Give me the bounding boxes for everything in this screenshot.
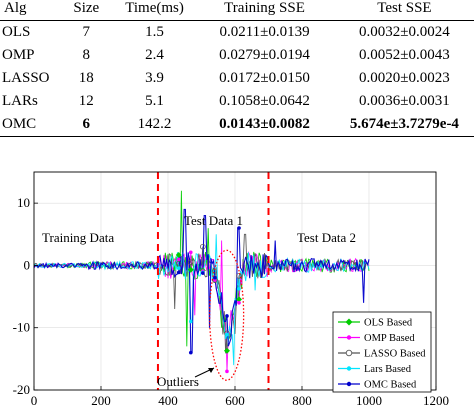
x-tick-label: 1200: [423, 393, 449, 408]
cell-time: 142.2: [137, 116, 172, 132]
legend-item-ols: OLS Based: [338, 318, 413, 329]
annotation-outliers: Outliers: [157, 374, 199, 389]
cell-training-sse: 0.0211±0.0139: [219, 24, 310, 40]
series-marker: [213, 275, 217, 280]
chart-markers: [175, 226, 243, 374]
outlier-ellipse: [208, 249, 245, 381]
header-test-sse: Test SSE: [377, 0, 432, 16]
series-marker: [225, 314, 229, 318]
cell-alg: LASSO: [2, 70, 50, 86]
legend-marker: [345, 318, 353, 326]
series-marker: [188, 250, 193, 255]
legend-marker: [346, 366, 352, 371]
table-row: OMP 8 2.4 0.0279±0.0194 0.0052±0.0043: [0, 44, 474, 67]
series-marker: [176, 257, 181, 262]
series-marker: [236, 273, 242, 279]
cell-size: 8: [82, 47, 91, 63]
series-marker: [237, 286, 241, 291]
y-tick-label: -10: [13, 320, 30, 335]
series-marker: [175, 260, 182, 267]
annotation-test-data-2: Test Data 2: [297, 230, 356, 245]
cell-training-sse: 0.0143±0.0082: [219, 116, 310, 132]
series-marker: [175, 252, 182, 259]
cell-time: 5.1: [145, 93, 164, 109]
x-tick-label: 200: [91, 393, 111, 408]
cell-size: 18: [78, 70, 94, 86]
legend-label-omc: OMC Based: [364, 380, 417, 391]
series-marker: [187, 259, 194, 266]
y-tick-label: 10: [17, 195, 30, 210]
cell-test-sse: 0.0052±0.0043: [359, 47, 450, 63]
legend-label-lars: Lars Based: [364, 364, 412, 375]
cell-alg: LARs: [2, 93, 38, 109]
x-tick-label: 600: [225, 393, 245, 408]
y-tick-label: 0: [24, 257, 31, 272]
x-tick-label: 1000: [356, 393, 382, 408]
legend-marker: [345, 349, 353, 357]
header-size: Size: [73, 0, 100, 16]
series-marker: [237, 226, 241, 230]
chart-dividers: [156, 172, 270, 390]
series-marker: [237, 301, 241, 305]
annotation-training-data: Training Data: [42, 230, 114, 245]
chart-legend: OLS Based OMP Based LASSO Based Lars Bas…: [332, 311, 432, 393]
series-marker: [225, 369, 229, 374]
cell-size: 7: [82, 24, 91, 40]
chart-axes: 0 200 400 600 800 1000 1200 -20 -10 0 10: [13, 171, 449, 408]
legend-item-lasso: LASSO Based: [338, 349, 426, 360]
series-marker: [223, 347, 230, 354]
x-tick-label: 0: [31, 393, 38, 408]
series-marker: [176, 270, 181, 275]
legend-label-ols: OLS Based: [364, 318, 413, 329]
header-alg: Alg: [4, 0, 27, 16]
series-marker: [188, 350, 193, 355]
results-table-section: Alg Size Time(ms) Training SSE Test SSE …: [0, 0, 474, 145]
legend-item-omc: OMC Based: [338, 380, 417, 391]
y-tick-label: -20: [13, 382, 30, 397]
legend-label-lasso: LASSO Based: [364, 349, 426, 360]
series-marker: [225, 332, 229, 337]
x-tick-label: 400: [158, 393, 178, 408]
header-training-sse: Training SSE: [224, 0, 305, 16]
series-marker: [200, 243, 206, 250]
table-row: LARs 12 5.1 0.1058±0.0642 0.0036±0.0031: [0, 90, 474, 113]
series-marker: [176, 266, 181, 270]
cell-alg: OMC: [2, 116, 37, 132]
legend-marker: [346, 381, 352, 387]
cell-training-sse: 0.0279±0.0194: [219, 47, 310, 63]
cell-test-sse: 0.0036±0.0031: [359, 93, 450, 109]
cell-time: 2.4: [145, 47, 164, 63]
cell-time: 3.9: [145, 70, 164, 86]
cell-training-sse: 0.0172±0.0150: [219, 70, 310, 86]
results-table: Alg Size Time(ms) Training SSE Test SSE …: [0, 0, 474, 137]
legend-item-omp: OMP Based: [338, 333, 415, 344]
legend-item-lars: Lars Based: [338, 364, 412, 375]
annotation-test-data-1: Test Data 1: [184, 213, 243, 228]
series-marker: [188, 319, 193, 324]
cell-time: 1.5: [145, 24, 164, 40]
table-row: OLS 7 1.5 0.0211±0.0139 0.0032±0.0024: [0, 21, 474, 45]
series-line-0: [33, 190, 370, 351]
table-header-row: Alg Size Time(ms) Training SSE Test SSE: [0, 0, 474, 21]
table-row: LASSO 18 3.9 0.0172±0.0150 0.0020±0.0023: [0, 67, 474, 90]
series-marker: [236, 296, 243, 303]
chart-grid: [33, 172, 437, 391]
header-time: Time(ms): [125, 0, 184, 16]
cell-size: 6: [82, 116, 91, 132]
legend-marker: [346, 335, 352, 340]
series-marker: [187, 266, 194, 273]
cell-test-sse: 5.674e±3.7279e-4: [349, 116, 459, 132]
series-marker: [201, 271, 205, 275]
cell-alg: OLS: [2, 24, 31, 40]
prediction-chart: 0 200 400 600 800 1000 1200 -20 -10 0 10 Training …: [13, 171, 449, 408]
cell-alg: OMP: [2, 47, 35, 63]
cell-test-sse: 0.0032±0.0024: [359, 24, 450, 40]
legend-label-omp: OMP Based: [364, 333, 415, 344]
outlier-arrowhead: [208, 368, 214, 373]
cell-size: 12: [78, 93, 94, 109]
x-tick-label: 800: [292, 393, 312, 408]
cell-training-sse: 0.1058±0.0642: [219, 93, 310, 109]
table-row: OMC 6 142.2 0.0143±0.0082 5.674e±3.7279e…: [0, 113, 474, 137]
cell-test-sse: 0.0020±0.0023: [359, 70, 450, 86]
